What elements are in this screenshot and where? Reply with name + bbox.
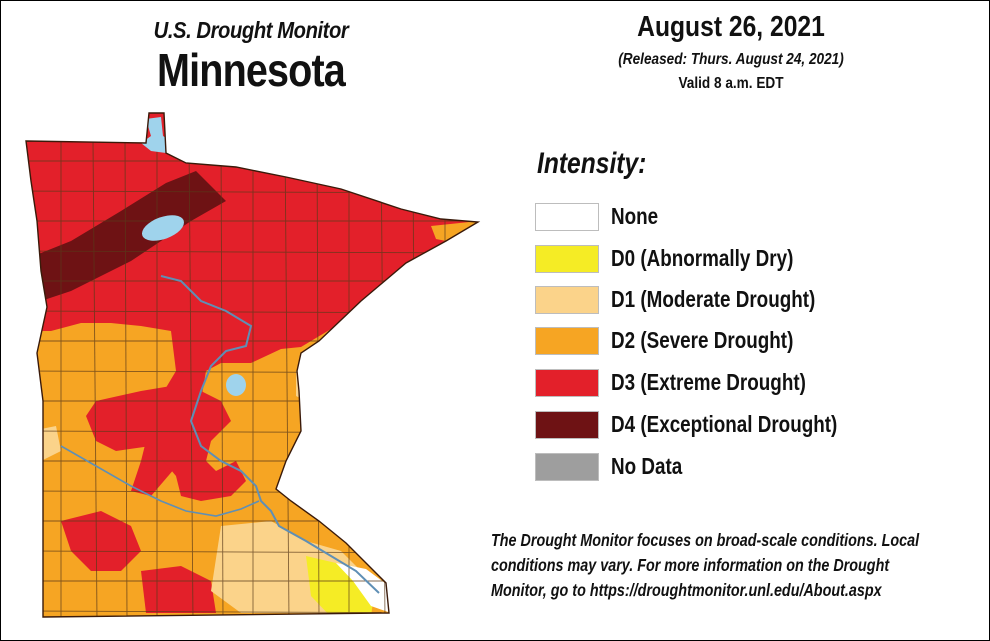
legend-swatch-no-data <box>535 453 599 481</box>
legend-label-d3: D3 (Extreme Drought) <box>611 369 806 395</box>
legend-label-d1: D1 (Moderate Drought) <box>611 286 816 312</box>
legend-title: Intensity: <box>537 147 647 180</box>
lake-mille-lacs <box>226 374 246 396</box>
legend-label-d0: D0 (Abnormally Dry) <box>611 245 794 271</box>
county-line <box>476 140 478 617</box>
legend-item-d4: D4 (Exceptional Drought) <box>535 409 895 441</box>
map-date: August 26, 2021 <box>637 11 825 43</box>
valid-time: Valid 8 a.m. EDT <box>678 75 784 92</box>
legend-label-none: None <box>611 203 659 229</box>
legend-item-d1: D1 (Moderate Drought) <box>535 284 895 316</box>
legend-item-d2: D2 (Severe Drought) <box>535 325 895 357</box>
release-date: (Released: Thurs. August 24, 2021) <box>618 51 844 68</box>
legend-label-d2: D2 (Severe Drought) <box>611 327 794 353</box>
d4-region <box>26 171 226 301</box>
legend-swatch-d4 <box>535 411 599 439</box>
disclaimer-note: The Drought Monitor focuses on broad-sca… <box>491 528 950 603</box>
legend-label-no-data: No Data <box>611 453 683 479</box>
mississippi-river <box>160 275 380 594</box>
legend-swatch-d1 <box>535 286 599 314</box>
d0-region <box>306 556 373 617</box>
disclaimer-line-1: The Drought Monitor focuses on broad-sca… <box>491 530 920 550</box>
d3-region-south <box>141 566 216 613</box>
d2-region-arrowhead <box>431 221 478 241</box>
legend-item-d3: D3 (Extreme Drought) <box>535 367 895 399</box>
monitor-subtitle: U.S. Drought Monitor <box>153 17 349 43</box>
county-line <box>26 250 478 254</box>
legend-item-d0: D0 (Abnormally Dry) <box>535 243 895 275</box>
legend-item-no-data: No Data <box>535 451 895 483</box>
none-region <box>336 563 391 613</box>
minnesota-drought-map <box>25 112 479 618</box>
legend-item-none: None <box>535 201 895 233</box>
disclaimer-line-3: Monitor, go to https://droughtmonitor.un… <box>491 580 882 600</box>
d3-region-southwest <box>61 511 141 571</box>
legend-swatch-d0 <box>535 245 599 273</box>
legend-swatch-d3 <box>535 369 599 397</box>
legend-label-d4: D4 (Exceptional Drought) <box>611 411 838 437</box>
minnesota-river <box>60 445 260 517</box>
lake-lake-of-the-woods <box>141 117 171 153</box>
legend-swatch-d2 <box>535 327 599 355</box>
d3-region-north <box>26 113 478 496</box>
state-title: Minnesota <box>157 44 346 96</box>
legend-swatch-none <box>535 203 599 231</box>
lake-red-lake <box>141 215 185 241</box>
disclaimer-line-2: conditions may vary. For more informatio… <box>491 555 890 575</box>
